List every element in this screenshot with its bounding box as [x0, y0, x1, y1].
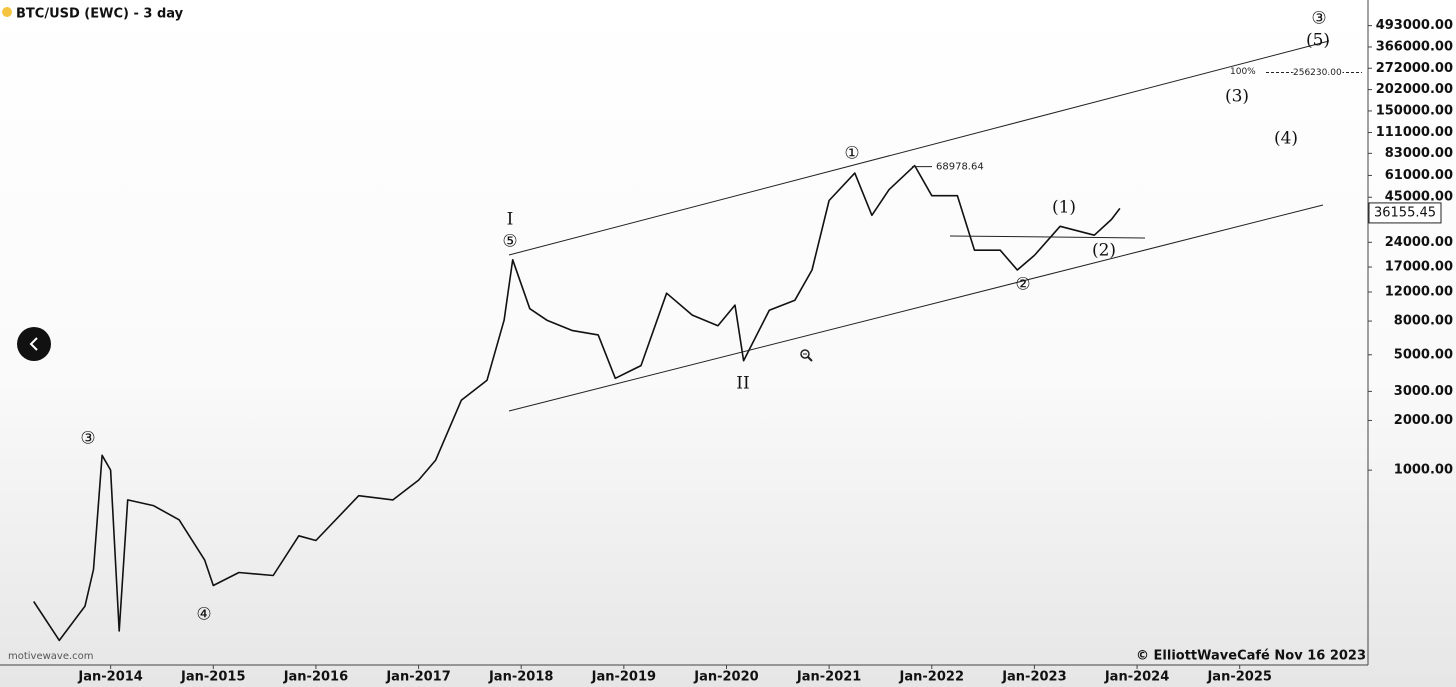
- copyright: © ElliottWaveCafé Nov 16 2023: [1136, 649, 1366, 664]
- wave-label: (4): [1274, 129, 1298, 149]
- y-tick-label: 493000.00: [1376, 18, 1453, 33]
- x-tick-label: Jan-2014: [77, 670, 142, 685]
- wave-label: (1): [1052, 198, 1076, 218]
- high-label: 68978.64: [936, 162, 984, 173]
- wave-label: ③: [80, 429, 95, 449]
- x-tick-label: Jan-2020: [693, 670, 758, 685]
- x-tick-label: Jan-2018: [488, 670, 553, 685]
- channel-lower: [508, 204, 1324, 412]
- y-tick-label: 3000.00: [1394, 384, 1453, 399]
- status-dot: [2, 7, 12, 17]
- x-tick-label: Jan-2021: [796, 670, 861, 685]
- x-tick-label: Jan-2023: [1001, 670, 1066, 685]
- x-tick-label: Jan-2016: [283, 670, 348, 685]
- x-tick-label: Jan-2025: [1206, 670, 1271, 685]
- wave-label: ③: [1311, 9, 1326, 29]
- target-percent: 100%: [1230, 67, 1256, 77]
- back-button[interactable]: [17, 327, 51, 361]
- x-tick-label: Jan-2019: [591, 670, 656, 685]
- wave-label: ⑤: [502, 232, 517, 252]
- wave-label: (5): [1306, 31, 1330, 51]
- zoom-icon[interactable]: [800, 349, 813, 362]
- wave-label: ②: [1015, 275, 1030, 295]
- watermark: motivewave.com: [8, 651, 94, 662]
- y-tick-label: 202000.00: [1376, 82, 1453, 97]
- x-tick-label: Jan-2015: [180, 670, 245, 685]
- price-tag-label: 36155.45: [1374, 205, 1436, 220]
- y-tick-label: 12000.00: [1385, 285, 1453, 300]
- wave-label: II: [736, 374, 749, 394]
- y-tick-label: 24000.00: [1385, 235, 1453, 250]
- y-tick-label: 272000.00: [1376, 61, 1453, 76]
- x-tick-label: Jan-2024: [1104, 670, 1169, 685]
- y-tick-label: 61000.00: [1385, 168, 1453, 183]
- y-tick-label: 150000.00: [1376, 103, 1453, 118]
- x-tick-label: Jan-2017: [385, 670, 450, 685]
- y-tick-label: 366000.00: [1376, 39, 1453, 54]
- target-label: 256230.00: [1293, 68, 1342, 78]
- y-tick-label: 111000.00: [1376, 125, 1453, 140]
- y-tick-label: 83000.00: [1385, 146, 1453, 161]
- wave-label: I: [507, 210, 514, 230]
- y-tick-label: 17000.00: [1385, 260, 1453, 275]
- y-tick-label: 5000.00: [1394, 347, 1453, 362]
- chart-title: BTC/USD (EWC) - 3 day: [16, 7, 184, 22]
- y-tick-label: 1000.00: [1394, 463, 1453, 478]
- price-tag: [1368, 202, 1442, 224]
- x-tick-label: Jan-2022: [899, 670, 964, 685]
- wave-label: (3): [1225, 87, 1249, 107]
- support-line: [949, 235, 1146, 239]
- y-tick-label: 8000.00: [1394, 314, 1453, 329]
- channel-upper: [508, 40, 1330, 256]
- y-tick-label: 45000.00: [1385, 190, 1453, 205]
- wave-label: ④: [196, 605, 211, 625]
- price-line: [33, 164, 1121, 642]
- wave-label: ①: [844, 144, 859, 164]
- y-tick-label: 2000.00: [1394, 413, 1453, 428]
- wave-label: (2): [1092, 241, 1116, 261]
